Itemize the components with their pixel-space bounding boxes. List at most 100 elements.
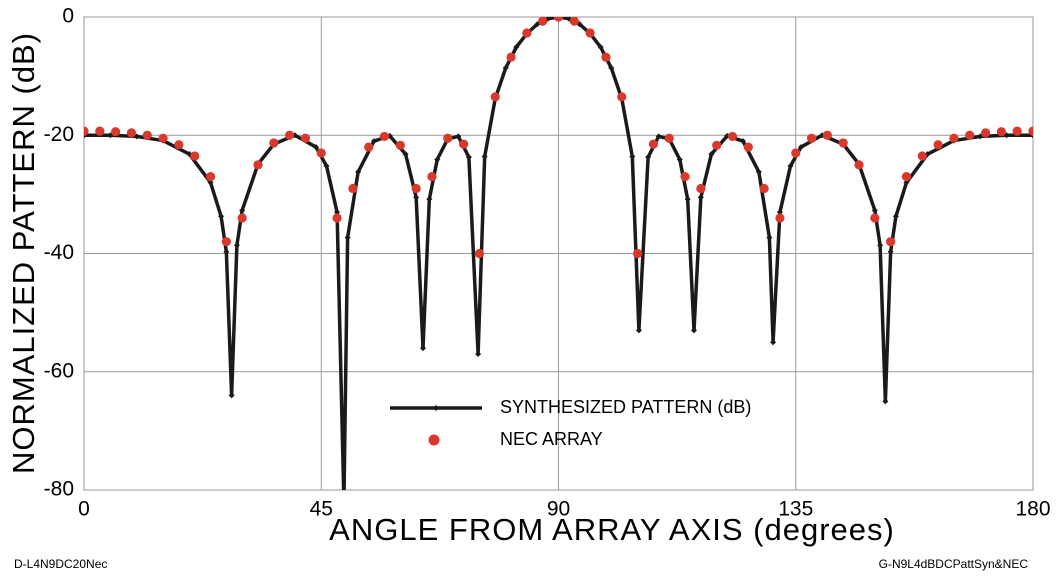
y-tick-label: -20 bbox=[44, 123, 74, 146]
nec-dot bbox=[142, 130, 152, 140]
nec-dot bbox=[585, 28, 595, 38]
nec-dot bbox=[743, 142, 753, 152]
nec-dot bbox=[253, 160, 263, 170]
nec-dot bbox=[237, 213, 247, 223]
nec-dot bbox=[664, 133, 674, 143]
nec-dot bbox=[95, 126, 105, 136]
line-marker bbox=[370, 138, 377, 145]
x-tick-label: 135 bbox=[778, 498, 813, 521]
legend-dot bbox=[428, 434, 440, 446]
line-marker bbox=[690, 327, 697, 334]
nec-dot bbox=[838, 138, 848, 148]
line-marker bbox=[871, 207, 878, 214]
nec-dot bbox=[569, 17, 579, 26]
y-tick-label: -80 bbox=[44, 478, 74, 501]
line-marker bbox=[426, 196, 433, 203]
x-axis-title: ANGLE FROM ARRAY AXIS (degrees) bbox=[329, 512, 895, 547]
nec-dot bbox=[917, 151, 927, 161]
x-tick-label: 90 bbox=[547, 498, 570, 521]
line-marker bbox=[676, 156, 683, 163]
line-marker bbox=[502, 64, 509, 71]
nec-dot bbox=[443, 133, 453, 143]
legend-label: SYNTHESIZED PATTERN (dB) bbox=[500, 397, 751, 417]
nec-dot bbox=[459, 139, 469, 149]
nec-dot bbox=[949, 133, 959, 143]
nec-dot bbox=[174, 140, 184, 150]
line-marker bbox=[228, 392, 235, 399]
nec-dot bbox=[601, 52, 611, 62]
line-marker bbox=[475, 351, 482, 358]
legend-marker bbox=[433, 405, 439, 411]
nec-dot bbox=[870, 213, 880, 223]
line-marker bbox=[323, 162, 330, 169]
line-marker bbox=[755, 168, 762, 175]
y-tick-label: -60 bbox=[44, 359, 74, 382]
line-marker bbox=[798, 144, 805, 151]
line-marker bbox=[892, 213, 899, 220]
line-marker bbox=[684, 196, 691, 203]
nec-dot bbox=[775, 213, 785, 223]
line-marker bbox=[903, 179, 910, 186]
footnote-left: D-L4N9DC20Nec bbox=[14, 557, 107, 571]
nec-dot bbox=[348, 183, 358, 194]
x-tick-label: 180 bbox=[1015, 498, 1050, 521]
line-marker bbox=[708, 151, 715, 158]
nec-dot bbox=[538, 17, 548, 26]
nec-dot bbox=[364, 142, 374, 152]
nec-dot bbox=[285, 130, 295, 140]
nec-dot bbox=[680, 172, 690, 182]
nec-dot bbox=[933, 140, 943, 150]
line-marker bbox=[233, 242, 240, 249]
line-marker bbox=[239, 207, 246, 214]
line-marker bbox=[420, 345, 427, 352]
line-marker bbox=[413, 194, 420, 201]
nec-dot bbox=[648, 139, 659, 149]
nec-dot bbox=[886, 237, 896, 247]
nec-dot bbox=[791, 148, 801, 158]
line-marker bbox=[223, 248, 230, 255]
nec-dot bbox=[822, 130, 832, 140]
nec-dot bbox=[474, 248, 485, 259]
x-tick-label: 0 bbox=[78, 498, 90, 521]
x-tick-label: 45 bbox=[310, 498, 333, 521]
line-marker bbox=[740, 138, 747, 145]
nec-dot bbox=[506, 52, 516, 62]
line-marker bbox=[787, 162, 794, 169]
nec-dot bbox=[617, 92, 627, 102]
line-marker bbox=[312, 144, 319, 151]
line-marker bbox=[608, 64, 615, 71]
nec-dot bbox=[901, 172, 912, 182]
line-marker bbox=[344, 234, 351, 241]
nec-dot bbox=[379, 131, 390, 142]
nec-dot bbox=[1028, 126, 1033, 136]
plot-area bbox=[84, 17, 1033, 490]
nec-dot bbox=[490, 92, 500, 102]
nec-dot bbox=[727, 131, 738, 142]
nec-dot bbox=[316, 148, 326, 158]
line-marker bbox=[635, 327, 642, 334]
nec-dot bbox=[965, 130, 975, 140]
line-marker bbox=[776, 209, 783, 216]
line-marker bbox=[597, 44, 604, 51]
nec-dot bbox=[300, 133, 311, 143]
nec-dot bbox=[158, 133, 168, 143]
line-marker bbox=[402, 151, 409, 158]
nec-dot bbox=[427, 172, 437, 182]
line-marker bbox=[887, 248, 894, 255]
nec-dot bbox=[111, 127, 121, 137]
nec-dot bbox=[522, 28, 532, 38]
nec-dot bbox=[996, 127, 1006, 137]
line-marker bbox=[877, 242, 884, 249]
legend-label: NEC ARRAY bbox=[500, 429, 603, 449]
line-marker bbox=[544, 17, 551, 22]
nec-dot bbox=[84, 126, 89, 136]
nec-dot bbox=[712, 140, 722, 150]
nec-dot bbox=[854, 160, 864, 170]
line-marker bbox=[629, 153, 636, 160]
line-marker bbox=[655, 133, 662, 140]
nec-dot bbox=[806, 133, 817, 143]
nec-dot bbox=[553, 17, 564, 22]
line-marker bbox=[766, 234, 773, 241]
nec-dot bbox=[205, 172, 216, 182]
